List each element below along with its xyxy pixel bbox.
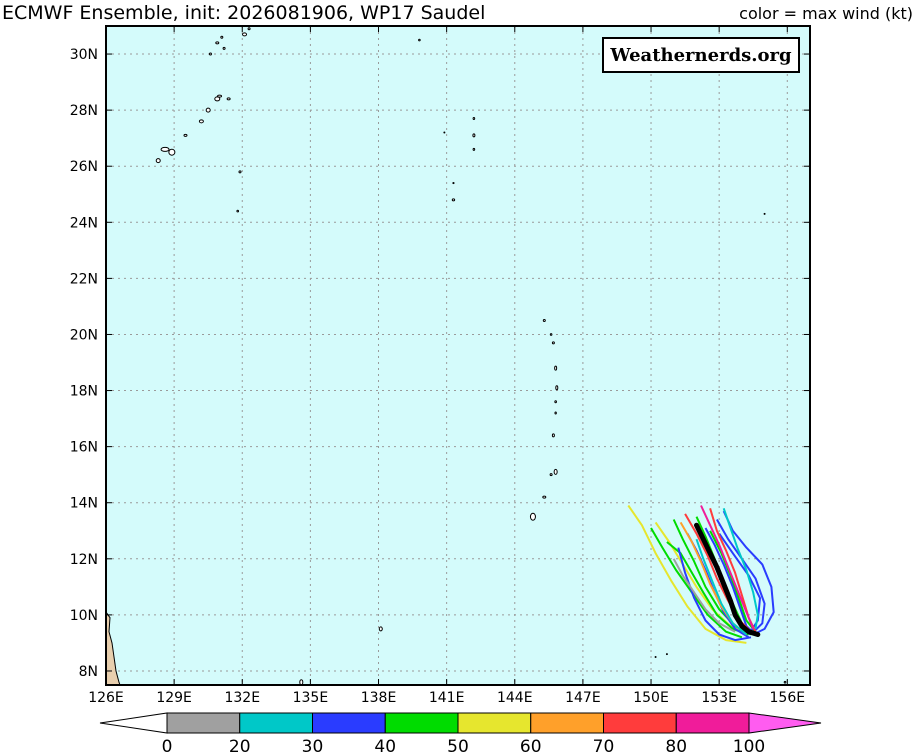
lat-tick-label: 26N xyxy=(70,159,98,175)
lon-tick-label: 126E xyxy=(88,690,124,706)
island xyxy=(542,495,547,499)
island xyxy=(299,679,304,686)
island xyxy=(451,198,456,202)
island xyxy=(783,680,787,684)
watermark-logo: Weathernerds.org xyxy=(602,37,800,73)
island xyxy=(214,96,221,102)
colorbar-label: 50 xyxy=(447,737,469,755)
island xyxy=(378,626,383,632)
lat-tick-label: 12N xyxy=(70,552,98,568)
colorbar-label: 40 xyxy=(374,737,396,755)
colorbar-overflow-arrow xyxy=(748,712,822,734)
island xyxy=(554,411,557,415)
island xyxy=(236,209,240,213)
colorbar-segment xyxy=(457,712,532,734)
island xyxy=(226,97,231,101)
lon-tick-label: 135E xyxy=(293,690,329,706)
colorbar-segment xyxy=(166,712,241,734)
lat-tick-label: 30N xyxy=(70,47,98,63)
lat-tick-label: 14N xyxy=(70,496,98,512)
colorbar-segment xyxy=(384,712,459,734)
lon-tick-label: 156E xyxy=(770,690,806,706)
ensemble-track-19 xyxy=(695,538,748,636)
colorbar-underflow-arrow xyxy=(99,712,168,734)
map-frame xyxy=(105,25,811,686)
ensemble-track-12 xyxy=(677,547,752,642)
colorbar-label: 0 xyxy=(162,737,173,755)
lat-tick-label: 28N xyxy=(70,103,98,119)
colorbar-segment xyxy=(675,712,750,734)
island xyxy=(220,35,224,39)
island xyxy=(551,341,555,345)
island xyxy=(155,158,161,164)
lat-tick-label: 16N xyxy=(70,440,98,456)
island xyxy=(472,147,476,151)
lon-tick-label: 129E xyxy=(156,690,192,706)
island xyxy=(551,433,555,438)
colorbar-segment xyxy=(603,712,677,734)
colorbar-label: 30 xyxy=(302,737,324,755)
colorbar-label: 100 xyxy=(733,737,765,755)
island xyxy=(160,146,170,152)
island xyxy=(472,117,476,121)
island xyxy=(217,94,223,98)
ensemble-track-7 xyxy=(709,530,757,633)
colorbar-segment xyxy=(312,712,386,734)
island xyxy=(168,148,176,156)
island xyxy=(418,38,421,42)
lat-tick-label: 22N xyxy=(70,271,98,287)
colorbar-label: 60 xyxy=(520,737,542,755)
legend-caption: color = max wind (kt) xyxy=(739,4,913,23)
ensemble-track-1 xyxy=(627,504,747,644)
colorbar-label: 80 xyxy=(665,737,687,755)
island xyxy=(242,32,248,37)
colorbar-label: 70 xyxy=(593,737,615,755)
lon-tick-label: 150E xyxy=(633,690,669,706)
ensemble-track-9 xyxy=(716,519,766,636)
lat-tick-label: 8N xyxy=(79,664,98,680)
island xyxy=(247,27,251,31)
island xyxy=(443,131,446,134)
island xyxy=(549,473,553,477)
colorbar-segment xyxy=(239,712,313,734)
lat-tick-label: 10N xyxy=(70,608,98,624)
island xyxy=(665,653,668,656)
island xyxy=(238,170,242,174)
island xyxy=(654,655,657,658)
island xyxy=(763,212,766,215)
ensemble-track-18 xyxy=(722,507,759,630)
lon-tick-label: 144E xyxy=(497,690,533,706)
lon-tick-label: 147E xyxy=(565,690,601,706)
ensemble-track-17 xyxy=(700,505,755,630)
ensemble-track-20 xyxy=(672,558,736,633)
lat-tick-label: 24N xyxy=(70,215,98,231)
ensemble-track-8 xyxy=(722,510,775,636)
island xyxy=(215,41,220,45)
lon-tick-label: 141E xyxy=(429,690,465,706)
island xyxy=(198,119,204,124)
lon-tick-label: 138E xyxy=(361,690,397,706)
island xyxy=(208,52,212,56)
colorbar-segment xyxy=(530,712,604,734)
lon-tick-label: 132E xyxy=(224,690,260,706)
island xyxy=(452,181,455,185)
island xyxy=(183,133,188,137)
island xyxy=(542,318,546,322)
colorbar-label: 20 xyxy=(229,737,251,755)
island xyxy=(205,107,211,113)
island xyxy=(554,400,557,404)
island xyxy=(549,333,553,336)
map-title: ECMWF Ensemble, init: 2026081906, WP17 S… xyxy=(2,2,486,24)
island xyxy=(472,133,476,138)
island xyxy=(555,385,559,391)
island xyxy=(553,468,558,475)
island xyxy=(529,512,536,521)
island xyxy=(222,46,226,50)
island xyxy=(554,365,558,371)
lat-tick-label: 18N xyxy=(70,384,98,400)
lat-tick-label: 20N xyxy=(70,327,98,343)
lon-tick-label: 153E xyxy=(701,690,737,706)
ensemble-mean-track xyxy=(694,522,761,637)
